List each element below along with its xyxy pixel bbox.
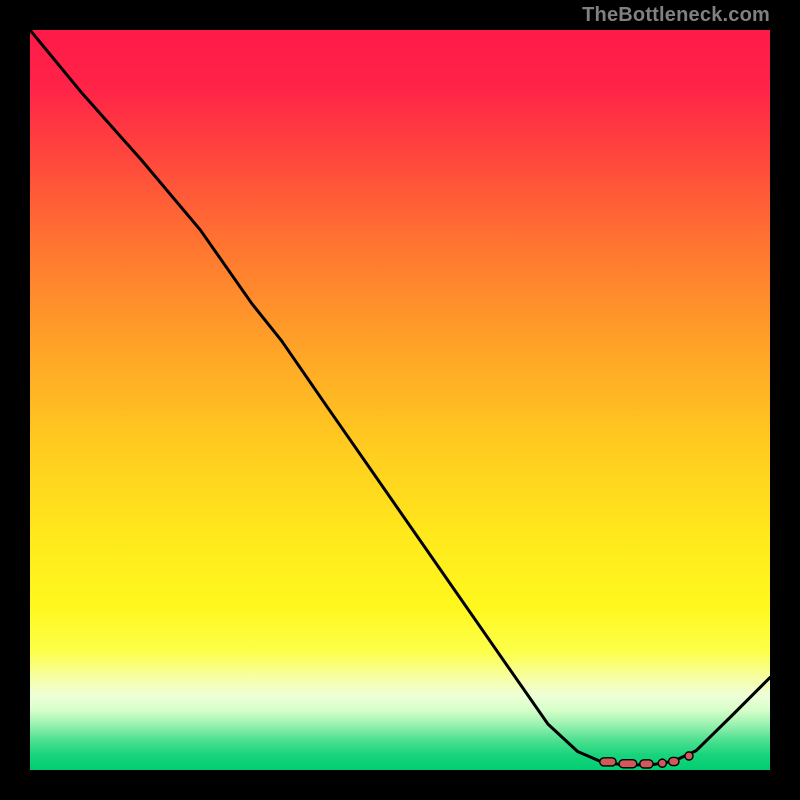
chart-plot-area bbox=[30, 30, 770, 770]
marker-cluster bbox=[600, 752, 693, 768]
gradient-background bbox=[30, 30, 770, 770]
marker-dash bbox=[669, 757, 679, 765]
marker-dash bbox=[658, 759, 666, 767]
marker-dash bbox=[619, 760, 637, 768]
watermark-text: TheBottleneck.com bbox=[582, 4, 770, 27]
chart-svg bbox=[30, 30, 770, 770]
curve-line bbox=[30, 30, 770, 765]
marker-dash bbox=[685, 752, 693, 760]
marker-dash bbox=[640, 760, 653, 768]
marker-dash bbox=[600, 758, 616, 766]
